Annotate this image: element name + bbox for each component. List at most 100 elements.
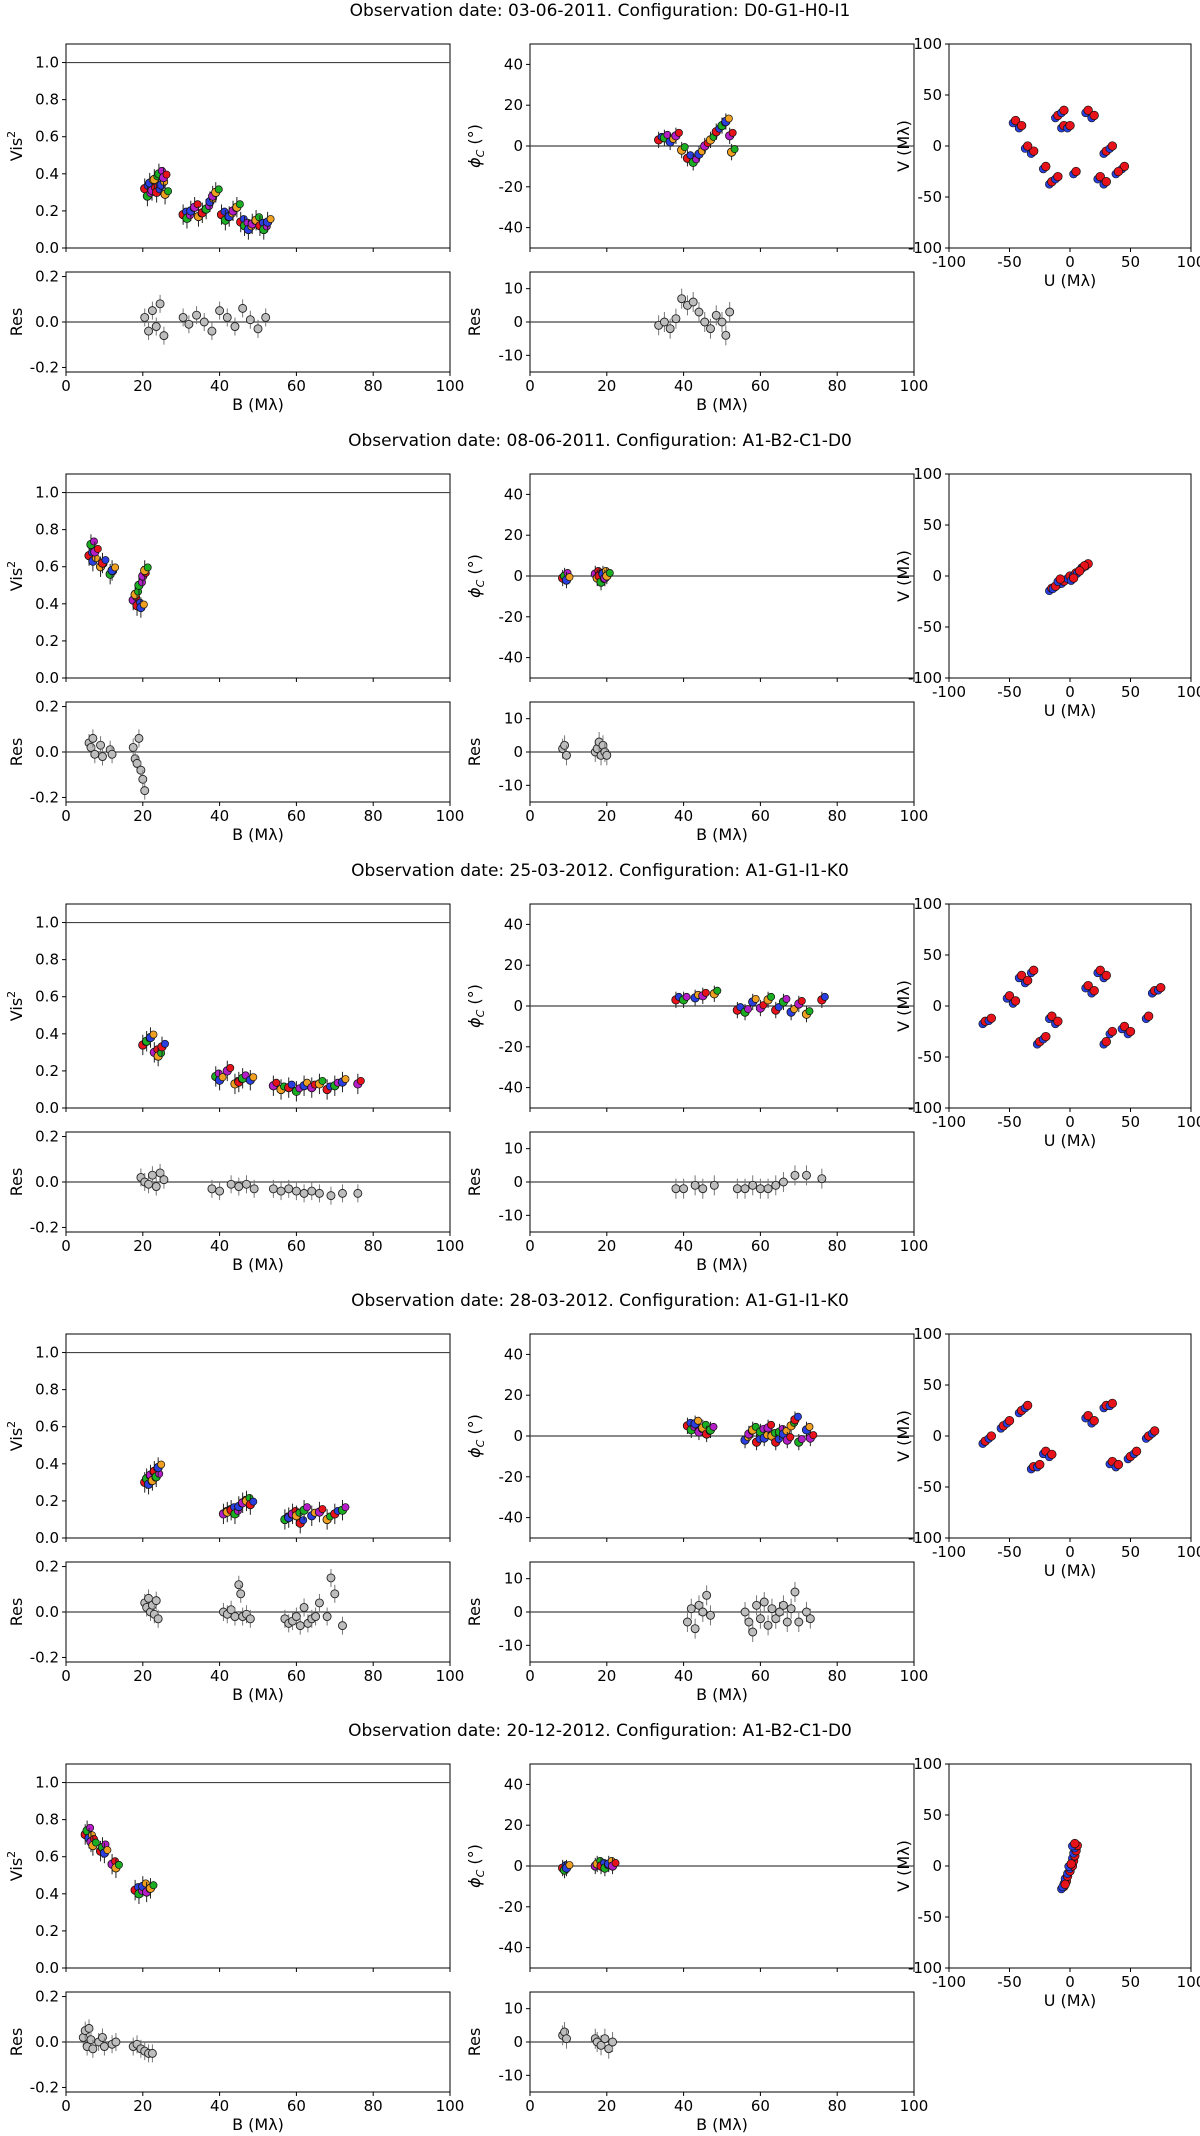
chart-title: Observation date: 03-06-2011. Configurat… bbox=[350, 1, 851, 21]
y-tick-label: 0 bbox=[513, 1173, 523, 1191]
vis2-residual-point bbox=[138, 774, 148, 784]
y-tick-label: 0 bbox=[932, 567, 942, 585]
y-axis-label: V (Mλ) bbox=[894, 120, 913, 172]
phase-residual-point bbox=[682, 1617, 692, 1627]
axes-frame bbox=[65, 1763, 451, 1969]
uv-point bbox=[986, 1431, 996, 1441]
y-axis-label: Res bbox=[7, 1598, 26, 1627]
x-tick-label: 80 bbox=[828, 2097, 847, 2115]
y-tick-label: -20 bbox=[499, 1038, 524, 1056]
y-tick-label: 0.0 bbox=[35, 1603, 59, 1621]
y-tick-label: 0.8 bbox=[35, 1381, 59, 1399]
x-tick-label: -100 bbox=[932, 1973, 966, 1991]
y-tick-label: -100 bbox=[908, 1529, 942, 1547]
vis2-residual-point bbox=[107, 749, 117, 759]
uv-point bbox=[1035, 1459, 1045, 1470]
uv-point bbox=[1041, 161, 1051, 172]
vis2-point bbox=[272, 1078, 281, 1087]
vis2-point bbox=[249, 1073, 258, 1082]
x-tick-label: 50 bbox=[1121, 1543, 1140, 1561]
phase-point bbox=[786, 1433, 795, 1442]
phase-residual-point bbox=[721, 330, 731, 340]
y-tick-label: 0 bbox=[513, 567, 523, 585]
uv-point bbox=[1023, 1400, 1033, 1411]
vis2-point bbox=[318, 1076, 327, 1085]
y-tick-label: 40 bbox=[504, 55, 523, 73]
y-tick-label: 50 bbox=[923, 1376, 942, 1394]
y-tick-label: 100 bbox=[913, 465, 942, 483]
vis2-residual-point bbox=[322, 1612, 332, 1621]
vis2-residual-point bbox=[314, 1598, 324, 1608]
y-tick-label: 0 bbox=[513, 1857, 523, 1875]
uv-point bbox=[1131, 1446, 1142, 1456]
phase-point bbox=[724, 114, 733, 123]
axes-frame bbox=[65, 903, 451, 1109]
vis2-residual-point bbox=[326, 1191, 336, 1201]
phase-point bbox=[744, 1005, 752, 1014]
vis2-point bbox=[149, 1881, 158, 1890]
vis2-residual-point bbox=[140, 786, 150, 796]
x-tick-label: 100 bbox=[436, 807, 465, 825]
chart-title: Observation date: 20-12-2012. Configurat… bbox=[348, 1721, 852, 1741]
phase-point bbox=[809, 1431, 818, 1439]
x-tick-label: 40 bbox=[674, 1237, 693, 1255]
uv-point bbox=[1070, 1838, 1080, 1849]
vis2-point bbox=[162, 170, 171, 179]
uv-point bbox=[1143, 1011, 1154, 1021]
phase-residual-point bbox=[732, 1184, 742, 1194]
x-tick-label: 60 bbox=[287, 2097, 306, 2115]
y-tick-label: 0 bbox=[513, 1603, 523, 1621]
y-tick-label: -40 bbox=[499, 1079, 524, 1097]
x-tick-label: 100 bbox=[1177, 683, 1200, 701]
uv-point bbox=[1068, 573, 1079, 583]
y-axis-label: ϕC (°) bbox=[465, 124, 487, 168]
vis2-point bbox=[318, 1505, 327, 1513]
y-tick-label: 0.6 bbox=[35, 558, 59, 576]
phase-point bbox=[730, 145, 739, 154]
phase-residual-point bbox=[778, 1600, 788, 1610]
observation-block: Observation date: 03-06-2011. Configurat… bbox=[5, 1, 1200, 414]
uv-point bbox=[1071, 166, 1081, 177]
vis2-residual-point bbox=[299, 1188, 309, 1198]
y-tick-label: 0 bbox=[932, 997, 942, 1015]
x-axis-label: B (Mλ) bbox=[696, 825, 748, 844]
y-tick-label: 0.0 bbox=[35, 1529, 59, 1547]
vis2-point bbox=[255, 213, 264, 222]
vis2-residual-point bbox=[238, 303, 248, 313]
phase-residual-point bbox=[706, 1610, 715, 1620]
phase-residual-point bbox=[771, 1180, 781, 1190]
vis2-residual-point bbox=[245, 1614, 255, 1624]
x-tick-label: 60 bbox=[751, 377, 770, 395]
vis2-point bbox=[164, 187, 173, 196]
phase-residual-point bbox=[786, 1604, 796, 1614]
vis2-residual-point bbox=[234, 1182, 244, 1191]
uv-point bbox=[1083, 1410, 1093, 1421]
phase-residual-point bbox=[763, 1184, 773, 1194]
y-tick-label: 20 bbox=[504, 1816, 523, 1834]
y-tick-label: 0.8 bbox=[35, 951, 59, 969]
vis2-point bbox=[161, 1039, 169, 1048]
phase-residual-point bbox=[671, 314, 681, 324]
vis2-residual-point bbox=[151, 1596, 161, 1606]
x-tick-label: 80 bbox=[364, 807, 383, 825]
x-axis-label: B (Mλ) bbox=[232, 2115, 284, 2134]
phase-residual-point bbox=[706, 324, 715, 334]
uv-point bbox=[1053, 171, 1063, 182]
uv-point bbox=[1101, 1037, 1111, 1047]
y-axis-label: ϕC (°) bbox=[465, 984, 487, 1028]
vis2-point bbox=[249, 1497, 258, 1506]
y-tick-label: -0.2 bbox=[30, 1648, 59, 1666]
y-tick-label: 0.2 bbox=[35, 1922, 59, 1940]
vis2-residual-point bbox=[128, 743, 138, 752]
y-tick-label: -100 bbox=[908, 1099, 942, 1117]
uv-point bbox=[1016, 120, 1027, 131]
y-tick-label: 100 bbox=[913, 895, 942, 913]
phase-residual-point bbox=[763, 1620, 773, 1630]
x-tick-label: 60 bbox=[751, 1667, 770, 1685]
y-tick-label: 0.2 bbox=[35, 1988, 59, 2006]
vis2-point bbox=[226, 1063, 235, 1072]
y-tick-label: 0.6 bbox=[35, 128, 59, 146]
x-tick-label: 100 bbox=[436, 1237, 465, 1255]
y-tick-label: 0.0 bbox=[35, 743, 59, 761]
phase-point bbox=[820, 992, 829, 1001]
